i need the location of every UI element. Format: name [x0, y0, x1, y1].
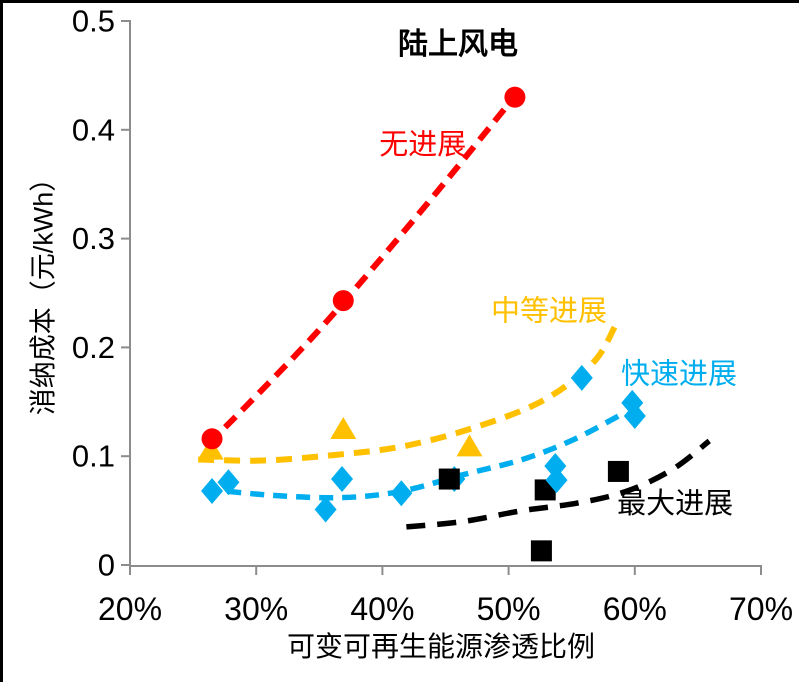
marker-rapid-progress — [331, 466, 354, 493]
marker-rapid-progress — [390, 480, 413, 507]
y-axis-title: 消纳成本（元/kWh） — [28, 164, 59, 416]
label-no-progress: 无进展 — [379, 129, 466, 161]
x-tick-label: 30% — [224, 591, 288, 627]
label-rapid-progress: 快速进展 — [621, 358, 737, 391]
marker-moderate-progress — [456, 434, 483, 457]
marker-rapid-progress — [217, 469, 240, 496]
chart-title: 陆上风电 — [398, 28, 518, 61]
marker-no-progress — [332, 290, 354, 312]
plot-area: 0 0.1 0.2 0.3 0.4 0.5 20% 30% 40% 50% 60% 70% 无进展中等进… — [72, 4, 793, 628]
marker-max-progress — [530, 540, 552, 562]
y-tick-label: 0 — [98, 548, 115, 583]
y-tick-label: 0.4 — [72, 112, 115, 147]
marker-rapid-progress — [201, 478, 224, 505]
x-tick-label: 20% — [98, 591, 162, 627]
x-axis-title: 可变可再生能源渗透比例 — [286, 631, 596, 662]
x-tick-label: 60% — [603, 591, 667, 627]
marker-rapid-progress — [314, 496, 337, 523]
marker-rapid-progress — [545, 467, 568, 494]
marker-max-progress — [438, 468, 460, 490]
marker-no-progress — [201, 428, 223, 450]
trend-rapid-progress — [204, 410, 626, 501]
y-tick-label: 0.2 — [72, 330, 115, 365]
label-moderate-progress: 中等进展 — [491, 294, 607, 327]
trend-no-progress — [206, 94, 518, 447]
marker-moderate-progress — [330, 417, 357, 439]
marker-no-progress — [504, 86, 526, 108]
marker-rapid-progress — [570, 364, 593, 391]
marker-max-progress — [607, 460, 629, 482]
label-max-progress: 最大进展 — [617, 487, 733, 520]
y-tick-label: 0.5 — [72, 4, 115, 39]
x-tick-label: 70% — [729, 591, 793, 627]
x-tick-label: 50% — [477, 591, 541, 627]
x-tick-label: 40% — [350, 591, 414, 627]
trend-max-progress — [406, 438, 711, 530]
marker-rapid-progress — [623, 402, 646, 429]
y-tick-label: 0.3 — [72, 221, 115, 256]
y-tick-label: 0.1 — [72, 439, 115, 474]
